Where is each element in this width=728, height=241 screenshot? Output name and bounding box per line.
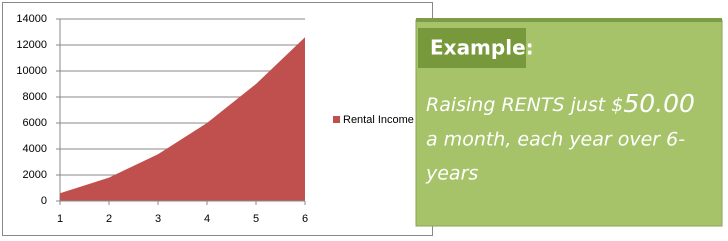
y-tick-label: 2000	[23, 169, 47, 181]
callout-top	[416, 18, 722, 22]
plot: 0 2000 4000 6000 8000 10000 12000 14000 1 2 3 4 5 6 Re…	[16, 13, 414, 225]
callout-amount: 50.00	[623, 89, 695, 118]
x-tick-label: 2	[106, 213, 112, 225]
x-tick-label: 3	[155, 213, 161, 225]
x-tick-label: 5	[253, 213, 259, 225]
y-tick-label: 8000	[23, 91, 47, 103]
callout-line: Raising RENTS just $50.00	[426, 89, 695, 118]
callout-line: a month, each year over 6-	[426, 129, 685, 151]
callout-line: years	[425, 163, 478, 185]
callout-title: Example:	[430, 36, 534, 60]
y-tick-label: 0	[41, 195, 47, 207]
y-tick-label: 6000	[23, 117, 47, 129]
legend-label: Rental Income	[343, 114, 414, 126]
y-tick-label: 4000	[23, 143, 47, 155]
y-tick-label: 14000	[16, 13, 47, 25]
legend-swatch	[333, 116, 340, 123]
callout-header	[418, 28, 526, 68]
x-tick-label: 4	[204, 213, 210, 225]
area	[60, 37, 305, 202]
x-tick-label: 1	[57, 213, 63, 225]
y-tick-label: 12000	[16, 39, 47, 51]
x-tick-label: 6	[302, 213, 308, 225]
callout-text: Raising RENTS just $	[426, 94, 623, 116]
callout: Example: Raising RENTS just $50.00 a mon…	[415, 18, 723, 227]
y-tick-label: 10000	[16, 65, 47, 77]
